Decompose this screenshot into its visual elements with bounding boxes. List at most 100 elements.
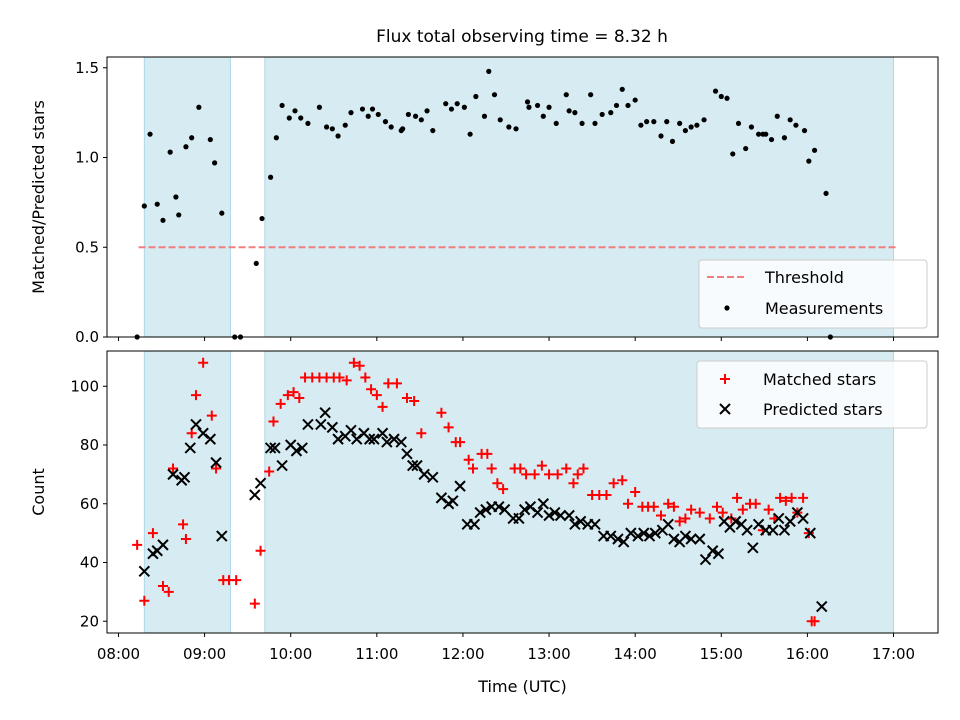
measurement-point bbox=[189, 135, 195, 141]
measurement-point bbox=[768, 136, 775, 143]
predicted-star-point bbox=[612, 533, 624, 545]
measurement-point bbox=[763, 131, 769, 137]
legend-measurements-label: Measurements bbox=[765, 299, 883, 318]
measurement-point bbox=[506, 124, 512, 130]
matched-star-point bbox=[443, 422, 454, 433]
measurement-point bbox=[323, 124, 330, 130]
predicted-star-point bbox=[395, 436, 407, 448]
predicted-star-point bbox=[712, 547, 725, 560]
measurement-point bbox=[718, 93, 724, 100]
measurement-point bbox=[305, 120, 311, 127]
predicted-star-point bbox=[204, 433, 217, 445]
predicted-star-point bbox=[574, 515, 587, 528]
y-tick-label: 80 bbox=[80, 436, 99, 454]
measurement-point bbox=[638, 122, 644, 128]
predicted-star-point bbox=[249, 489, 261, 501]
matched-star-point bbox=[521, 469, 532, 480]
predicted-star-point bbox=[605, 530, 617, 542]
y-tick-label: 20 bbox=[80, 612, 99, 630]
matched-star-point bbox=[704, 513, 715, 524]
predicted-star-point bbox=[679, 530, 692, 542]
y-tick-label: 1.5 bbox=[75, 59, 99, 77]
measurement-point bbox=[553, 120, 559, 127]
measurement-point bbox=[524, 99, 531, 105]
measurement-point bbox=[613, 102, 620, 109]
legend-box bbox=[696, 360, 928, 429]
predicted-star-point bbox=[643, 530, 656, 542]
predicted-star-point bbox=[406, 459, 419, 472]
measurement-point bbox=[461, 104, 467, 110]
matched-star-point bbox=[178, 519, 189, 530]
matched-star-point bbox=[536, 460, 547, 471]
measurement-point bbox=[259, 215, 265, 222]
matched-star-point bbox=[561, 463, 572, 474]
matched-star-point bbox=[515, 463, 526, 474]
predicted-star-point bbox=[767, 524, 779, 536]
matched-star-point bbox=[617, 475, 628, 486]
measurement-point bbox=[183, 144, 189, 150]
predicted-star-point bbox=[493, 500, 505, 513]
matched-star-point bbox=[668, 501, 679, 512]
measurement-point bbox=[811, 147, 818, 153]
predicted-star-point bbox=[290, 445, 303, 457]
matched-star-point bbox=[371, 390, 382, 401]
legend-threshold-label: Threshold bbox=[764, 268, 844, 287]
matched-star-point bbox=[391, 378, 402, 389]
predicted-star-point bbox=[468, 518, 481, 531]
matched-star-point bbox=[341, 375, 352, 386]
measurement-point bbox=[682, 127, 688, 134]
predicted-star-point bbox=[216, 530, 228, 542]
measurement-point bbox=[806, 158, 812, 164]
measurement-point bbox=[382, 119, 389, 125]
measurement-point bbox=[526, 104, 532, 110]
predicted-star-point bbox=[784, 515, 796, 528]
measurement-point bbox=[712, 88, 719, 94]
predicted-star-point bbox=[269, 442, 281, 454]
measurement-point bbox=[599, 111, 605, 118]
matched-star-point bbox=[732, 492, 743, 503]
x-axis-label: Time (UTC) bbox=[477, 677, 566, 696]
predicted-star-point bbox=[178, 471, 191, 484]
predicted-star-point bbox=[302, 418, 314, 431]
measurement-point bbox=[755, 131, 762, 137]
predicted-star-point bbox=[498, 503, 511, 516]
measurement-point bbox=[566, 108, 572, 114]
measurement-point bbox=[688, 124, 694, 130]
matched-star-point bbox=[656, 510, 666, 521]
predicted-star-point bbox=[694, 533, 706, 545]
predicted-star-point bbox=[662, 518, 674, 531]
measurement-point bbox=[292, 108, 298, 114]
matched-star-point bbox=[211, 463, 222, 474]
matched-star-point bbox=[360, 372, 371, 383]
measurement-point bbox=[279, 102, 285, 109]
y-tick-label: 100 bbox=[70, 377, 99, 395]
matched-star-point bbox=[803, 528, 814, 539]
chart-title: Flux total observing time = 8.32 h bbox=[376, 27, 668, 47]
measurement-point bbox=[724, 95, 730, 101]
measurement-point bbox=[735, 120, 742, 127]
matched-star-point bbox=[492, 478, 503, 489]
measurement-point bbox=[534, 102, 541, 109]
predicted-star-point bbox=[368, 433, 380, 445]
measurement-point bbox=[412, 113, 419, 119]
predicted-star-point bbox=[589, 518, 601, 531]
x-tick-label: 10:00 bbox=[269, 645, 312, 663]
measurement-point bbox=[316, 104, 323, 110]
matched-star-point bbox=[529, 469, 540, 480]
predicted-star-point bbox=[296, 442, 308, 454]
predicted-star-point bbox=[167, 468, 179, 481]
y-tick-label: 40 bbox=[80, 554, 99, 572]
legend-box bbox=[698, 259, 928, 329]
matched-star-point bbox=[486, 463, 497, 474]
legend-predicted-label: Predicted stars bbox=[763, 400, 883, 419]
measurement-point bbox=[196, 104, 202, 110]
matched-star-point bbox=[282, 390, 293, 401]
matched-star-point bbox=[686, 504, 697, 515]
predicted-star-point bbox=[699, 553, 712, 566]
x-tick-label: 16:00 bbox=[786, 645, 829, 663]
measurement-point bbox=[430, 127, 436, 134]
x-tick-label: 09:00 bbox=[183, 645, 226, 663]
matched-star-point bbox=[168, 463, 179, 474]
matched-star-point bbox=[157, 581, 168, 591]
axes-frame bbox=[106, 350, 939, 634]
